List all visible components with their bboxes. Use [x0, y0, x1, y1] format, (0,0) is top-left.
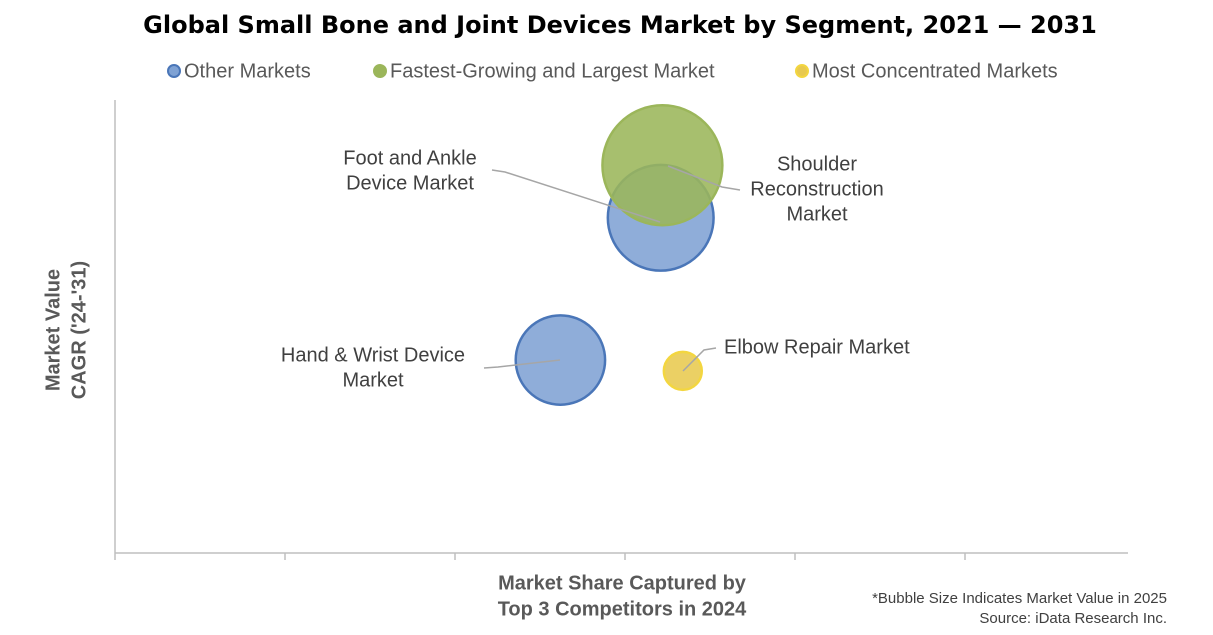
legend-label: Fastest-Growing and Largest Market: [390, 60, 715, 82]
leader-line: [483, 359, 561, 369]
legend-label: Most Concentrated Markets: [812, 60, 1058, 82]
bubble-label: Elbow Repair Market: [724, 336, 910, 358]
legend-marker: [795, 64, 809, 78]
legend: Other Markets Fastest-Growing and Largest…: [167, 60, 1058, 82]
leader-line: [682, 347, 717, 372]
leader-line: [491, 169, 661, 223]
source: Source: iData Research Inc.: [979, 610, 1167, 627]
bubble: [601, 104, 724, 227]
bubble-label: Device Market: [346, 172, 474, 194]
footnote: *Bubble Size Indicates Market Value in 2…: [872, 590, 1167, 607]
bubble-label: Foot and Ankle: [343, 147, 476, 169]
bubble-label: Market: [342, 369, 404, 391]
y-axis-title: CAGR ('24-'31): [68, 261, 90, 399]
legend-label: Other Markets: [184, 60, 311, 82]
x-axis-title: Market Share Captured by: [498, 572, 747, 594]
legend-marker: [167, 64, 181, 78]
bubble-label: Reconstruction: [750, 178, 883, 200]
bubble-label: Shoulder: [777, 153, 857, 175]
bubble-label: Hand & Wrist Device: [281, 344, 465, 366]
bubble-label: Market: [786, 203, 848, 225]
legend-marker: [373, 64, 387, 78]
bubble: [514, 314, 607, 406]
plot-area: Foot and Ankle Device Market Hand & Wrist …: [114, 100, 1128, 560]
y-axis-title: Market Value: [42, 269, 64, 391]
leader-line: [667, 165, 741, 191]
chart-title: Global Small Bone and Joint Devices Mark…: [143, 11, 1097, 39]
x-axis-title: Top 3 Competitors in 2024: [498, 598, 747, 620]
